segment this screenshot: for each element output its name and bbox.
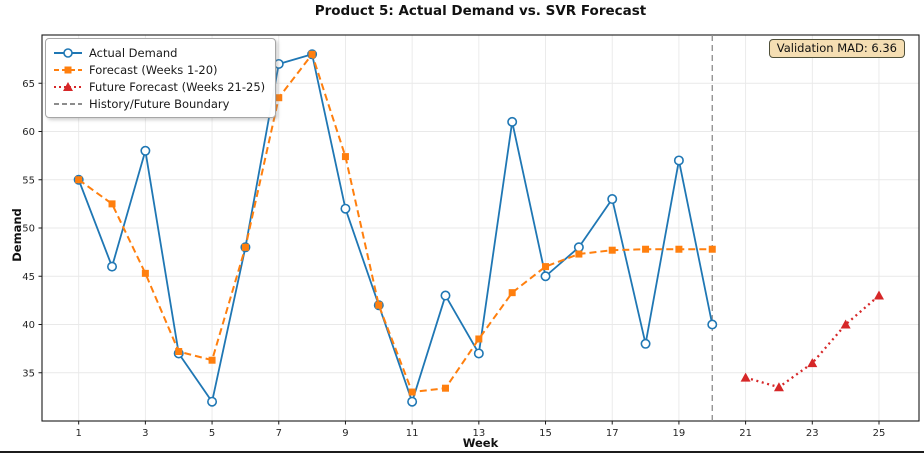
x-tick-label: 15 [539,428,552,439]
chart-title: Product 5: Actual Demand vs. SVR Forecas… [314,3,647,19]
series-0-marker [640,338,651,349]
series-0-marker [440,290,451,301]
x-tick-label: 5 [209,428,215,439]
series-1-marker [175,348,183,356]
legend-label: Actual Demand [89,45,178,60]
x-tick-label: 3 [142,428,148,439]
series-0-marker [107,261,118,272]
series-1-marker [341,153,349,161]
x-tick-label: 7 [276,428,282,439]
series-1-marker [308,50,316,58]
series-0-marker [340,203,351,214]
y-tick-label: 45 [22,272,35,283]
legend-label: History/Future Boundary [89,96,230,111]
series-0-marker [473,348,484,359]
legend-label: Forecast (Weeks 1-20) [89,62,218,77]
series-0-marker [507,116,518,127]
series-1-marker [608,246,616,254]
x-tick-label: 9 [342,428,348,439]
legend-sample-dashed-icon [54,66,82,73]
series-line-2 [745,294,880,389]
y-axis-label: Demand [10,208,24,262]
x-tick-label: 13 [472,428,485,439]
series-2-marker [773,382,784,392]
x-tick-label: 25 [873,428,886,439]
legend-sample-dashed-icon [54,102,82,105]
series-line-0 [77,53,714,403]
x-tick-label: 19 [673,428,686,439]
y-tick-label: 40 [22,320,35,331]
legend-item-2: Future Forecast (Weeks 21-25) [53,78,265,95]
y-tick-label: 65 [22,79,35,90]
series-1-marker [241,243,249,251]
series-0-marker [673,155,684,166]
series-1-marker [75,176,83,184]
series-1-marker [675,245,683,253]
series-0-marker [607,194,618,205]
series-0-marker [407,396,418,407]
legend-item-0: Actual Demand [53,44,265,61]
x-tick-label: 21 [739,428,752,439]
series-2-marker [807,358,818,368]
series-1-marker [441,384,449,392]
validation-mad-badge: Validation MAD: 6.36 [768,39,905,58]
series-2-marker [873,290,884,300]
window-bottom-edge [0,451,924,453]
x-tick-label: 17 [606,428,619,439]
y-tick-label: 60 [22,127,35,138]
series-0-marker [207,396,218,407]
legend-sample-solid-icon [54,47,82,58]
series-1-marker [575,250,583,258]
legend-item-1: Forecast (Weeks 1-20) [53,61,265,78]
series-line-1 [78,53,713,394]
series-1-marker [508,289,516,297]
legend-item-3: History/Future Boundary [53,95,265,112]
series-2-marker [840,319,851,329]
series-0-marker [707,319,718,330]
legend-label: Future Forecast (Weeks 21-25) [89,79,266,94]
x-axis-label: Week [462,436,499,450]
series-2-marker [740,372,751,382]
legend: Actual Demand Forecast (Weeks 1-20) Future… [45,38,277,118]
x-tick-label: 1 [75,428,81,439]
y-tick-label: 35 [22,368,35,379]
series-1-marker [375,301,383,309]
x-tick-label: 11 [406,428,419,439]
legend-sample-dotted-icon [54,81,82,91]
x-tick-label: 23 [806,428,819,439]
series-1-marker [275,94,283,102]
series-1-marker [642,245,650,253]
y-tick-label: 55 [22,175,35,186]
series-1-marker [141,269,149,277]
series-0-marker [140,145,151,156]
series-1-marker [708,245,716,253]
y-tick-label: 50 [22,224,35,235]
series-0-marker [573,242,584,253]
series-1-marker [208,356,216,364]
series-1-marker [408,388,416,396]
series-1-marker [475,335,483,343]
series-1-marker [108,200,116,208]
series-1-marker [542,263,550,271]
series-0-marker [540,271,551,282]
